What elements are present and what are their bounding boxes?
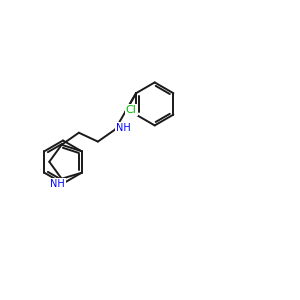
Text: NH: NH xyxy=(116,122,130,133)
Text: NH: NH xyxy=(50,179,65,189)
Text: Cl: Cl xyxy=(126,105,136,115)
